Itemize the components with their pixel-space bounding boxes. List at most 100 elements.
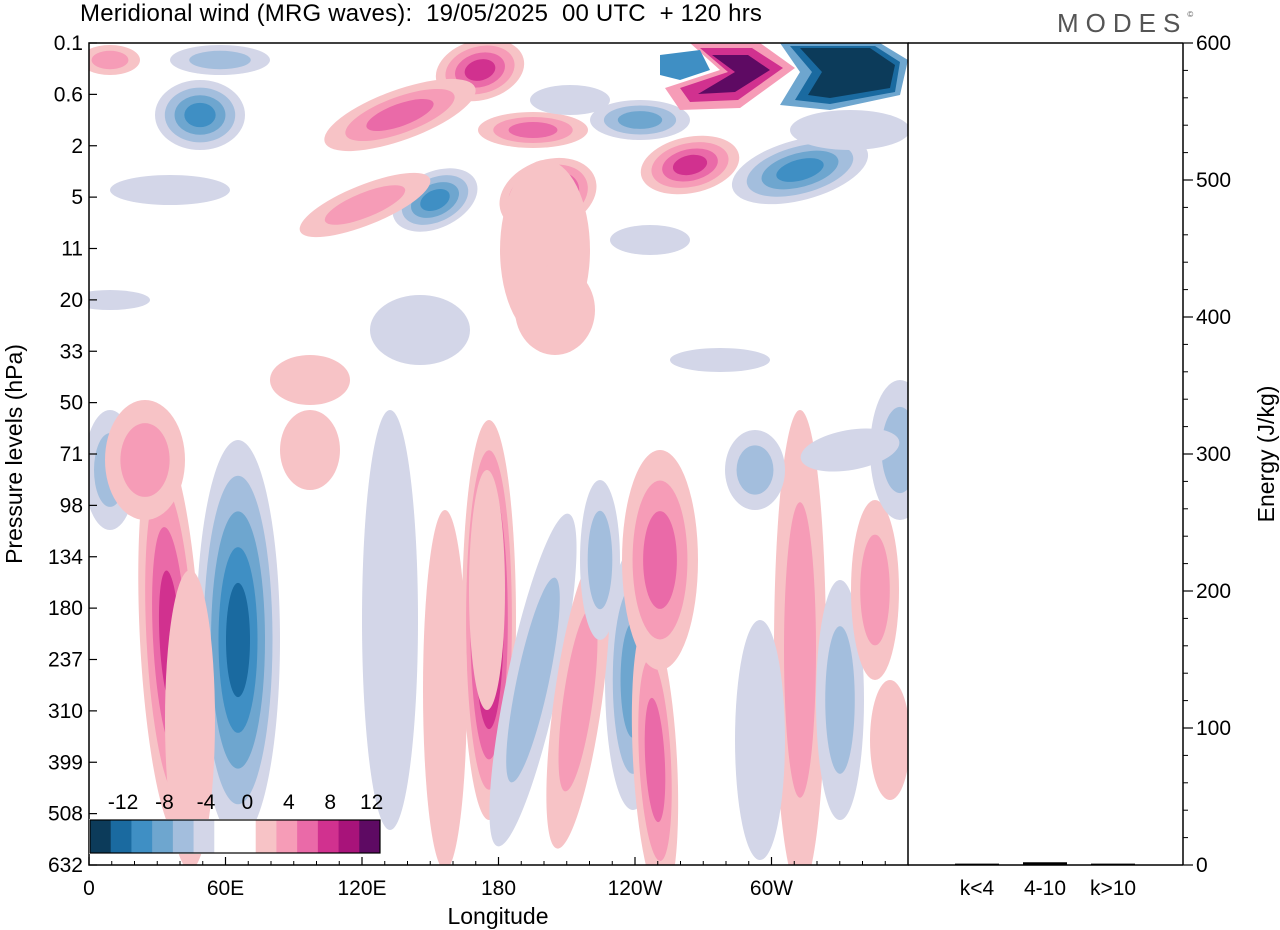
colorbar-label: 12 — [360, 791, 383, 814]
colorbar-frame — [89, 819, 381, 854]
y-axis-title: Pressure levels (hPa) — [1, 344, 27, 564]
contour-level-0 — [370, 295, 470, 365]
colorbar: -12 -8 -4 0 4 8 12 — [89, 791, 383, 854]
contour-level-2 — [617, 111, 663, 129]
energy-y-tick-label: 0 — [1196, 854, 1208, 877]
negative-contour-9 — [489, 513, 577, 847]
contour-level-0 — [280, 410, 340, 490]
contour-level-0 — [423, 510, 467, 865]
chart-title: Meridional wind (MRG waves): 19/05/2025 … — [80, 0, 763, 27]
colorbar-swatch — [90, 820, 112, 853]
x-tick-label: 60E — [207, 877, 244, 900]
contour-level-4 — [226, 582, 250, 698]
colorbar-swatch — [214, 820, 236, 853]
contour-level-0 — [870, 680, 908, 800]
contour-level-1 — [120, 423, 170, 497]
contour-level-3 — [420, 188, 450, 212]
negative-contour-23 — [735, 620, 785, 860]
positive-contour-22 — [280, 410, 340, 490]
contour-level-0 — [735, 620, 785, 860]
contour-level-0 — [165, 570, 215, 865]
y-tick-label: 134 — [48, 546, 83, 569]
hovmoller-contours — [89, 43, 908, 865]
negative-contour-11 — [580, 480, 620, 640]
energy-category-label: 4-10 — [1024, 877, 1066, 900]
energy-bar — [1023, 862, 1067, 865]
y-tick-label: 11 — [61, 238, 83, 261]
colorbar-swatch — [235, 820, 257, 853]
x-tick-label: 120W — [608, 877, 663, 900]
colorbar-swatch — [131, 820, 153, 853]
negative-contour-38 — [170, 45, 270, 75]
energy-bar — [1091, 863, 1135, 865]
energy-category-label: k>10 — [1090, 877, 1136, 900]
positive-contour-14 — [851, 500, 899, 680]
y-tick-label: 33 — [60, 340, 83, 363]
contour-level-1 — [825, 626, 855, 774]
positive-contour-6 — [631, 620, 679, 865]
negative-contour-41 — [610, 225, 690, 255]
positive-contour-37 — [89, 45, 140, 75]
negative-contour-8 — [362, 410, 418, 830]
contour-level-0 — [110, 175, 230, 205]
colorbar-label: 0 — [242, 791, 254, 814]
negative-contour-21 — [800, 428, 900, 472]
contour-level-1 — [784, 502, 816, 798]
contour-level-0 — [89, 290, 150, 310]
colorbar-swatch — [172, 820, 195, 853]
positive-contour-12 — [774, 410, 826, 865]
positive-contour-18 — [105, 400, 185, 520]
y-tick-label: 71 — [60, 443, 83, 466]
chevron-pos-3 — [698, 55, 770, 94]
positive-contour-24 — [870, 680, 908, 800]
colorbar-label: 4 — [283, 791, 295, 814]
y-tick-label: 98 — [60, 494, 83, 517]
energy-bars: 0 100 200 300 400 500 600 Energy (J/kg) k<4 4-10 k… — [908, 32, 1279, 900]
colorbar-swatch — [152, 820, 174, 853]
positive-contour-43 — [270, 355, 350, 405]
positive-contour-29 — [299, 172, 431, 238]
negative-contour-2 — [196, 440, 280, 840]
contour-level-1 — [91, 50, 129, 70]
energy-y-tick-label: 200 — [1196, 580, 1231, 603]
colorbar-label: -12 — [108, 791, 138, 814]
negative-contour-39 — [110, 175, 230, 205]
y-tick-label: 508 — [48, 803, 83, 826]
colorbar-swatch — [317, 820, 340, 853]
contour-level-1 — [324, 185, 406, 225]
contour-level-0 — [270, 355, 350, 405]
y-tick-label: 632 — [48, 854, 83, 877]
energy-y-tick-label: 300 — [1196, 443, 1231, 466]
energy-category-label: k<4 — [960, 877, 995, 900]
negative-contour-42 — [670, 348, 770, 372]
positive-contour-1 — [469, 470, 505, 710]
negative-contour-40 — [370, 295, 470, 365]
energy-y-tick-label: 600 — [1196, 32, 1231, 55]
colorbar-swatch — [110, 820, 132, 853]
contour-level-0 — [515, 265, 595, 355]
contour-level-2 — [643, 511, 677, 609]
y-tick-label: 310 — [48, 700, 83, 723]
negative-contour-15 — [725, 430, 785, 510]
negative-contour-46 — [790, 110, 908, 150]
y-tick-label: 180 — [48, 597, 83, 620]
energy-bar — [955, 863, 999, 865]
positive-contour-27 — [515, 265, 595, 355]
positive-contour-20 — [423, 510, 467, 865]
contour-level-3 — [776, 158, 824, 182]
negative-contour-13 — [816, 580, 864, 820]
negative-contour-36 — [155, 80, 245, 150]
colorbar-label: 8 — [324, 791, 336, 814]
contour-level-3 — [464, 59, 496, 81]
x-tick-label: 60W — [750, 877, 793, 900]
contour-level-1 — [860, 534, 890, 646]
negative-contour-31 — [731, 135, 869, 205]
contour-level-1 — [736, 445, 774, 495]
contour-level-2 — [644, 697, 666, 823]
energy-y-tick-label: 400 — [1196, 306, 1231, 329]
y-tick-label: 20 — [60, 289, 83, 312]
y-tick-label: 50 — [60, 392, 83, 415]
colorbar-label: -4 — [197, 791, 216, 814]
colorbar-swatch — [338, 820, 360, 853]
